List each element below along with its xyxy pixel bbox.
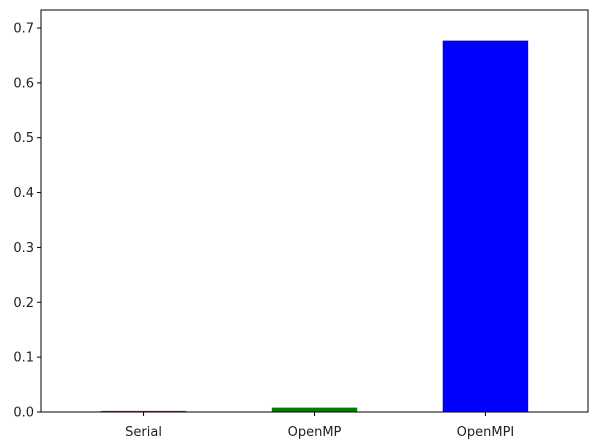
y-tick-label: 0.5 xyxy=(13,131,34,146)
y-tick-label: 0.6 xyxy=(13,76,34,91)
bar-openmp xyxy=(271,407,358,412)
x-tick-label: OpenMP xyxy=(288,425,342,440)
y-tick-label: 0.1 xyxy=(13,351,34,366)
x-tick-label: Serial xyxy=(125,425,162,440)
bar-openmpi xyxy=(442,40,529,413)
y-tick-label: 0.3 xyxy=(13,241,34,256)
y-tick-label: 0.2 xyxy=(13,296,34,311)
y-tick-label: 0.4 xyxy=(13,186,34,201)
x-tick-label: OpenMPI xyxy=(457,425,515,440)
bar-serial xyxy=(100,410,187,412)
y-tick-label: 0.0 xyxy=(13,406,34,421)
x-axis: Serial OpenMP OpenMPI xyxy=(125,412,514,440)
bars-group xyxy=(100,40,529,413)
y-tick-label: 0.7 xyxy=(13,22,34,37)
y-axis: 0.0 0.1 0.2 0.3 0.4 0.5 0.6 0.7 xyxy=(13,22,41,421)
